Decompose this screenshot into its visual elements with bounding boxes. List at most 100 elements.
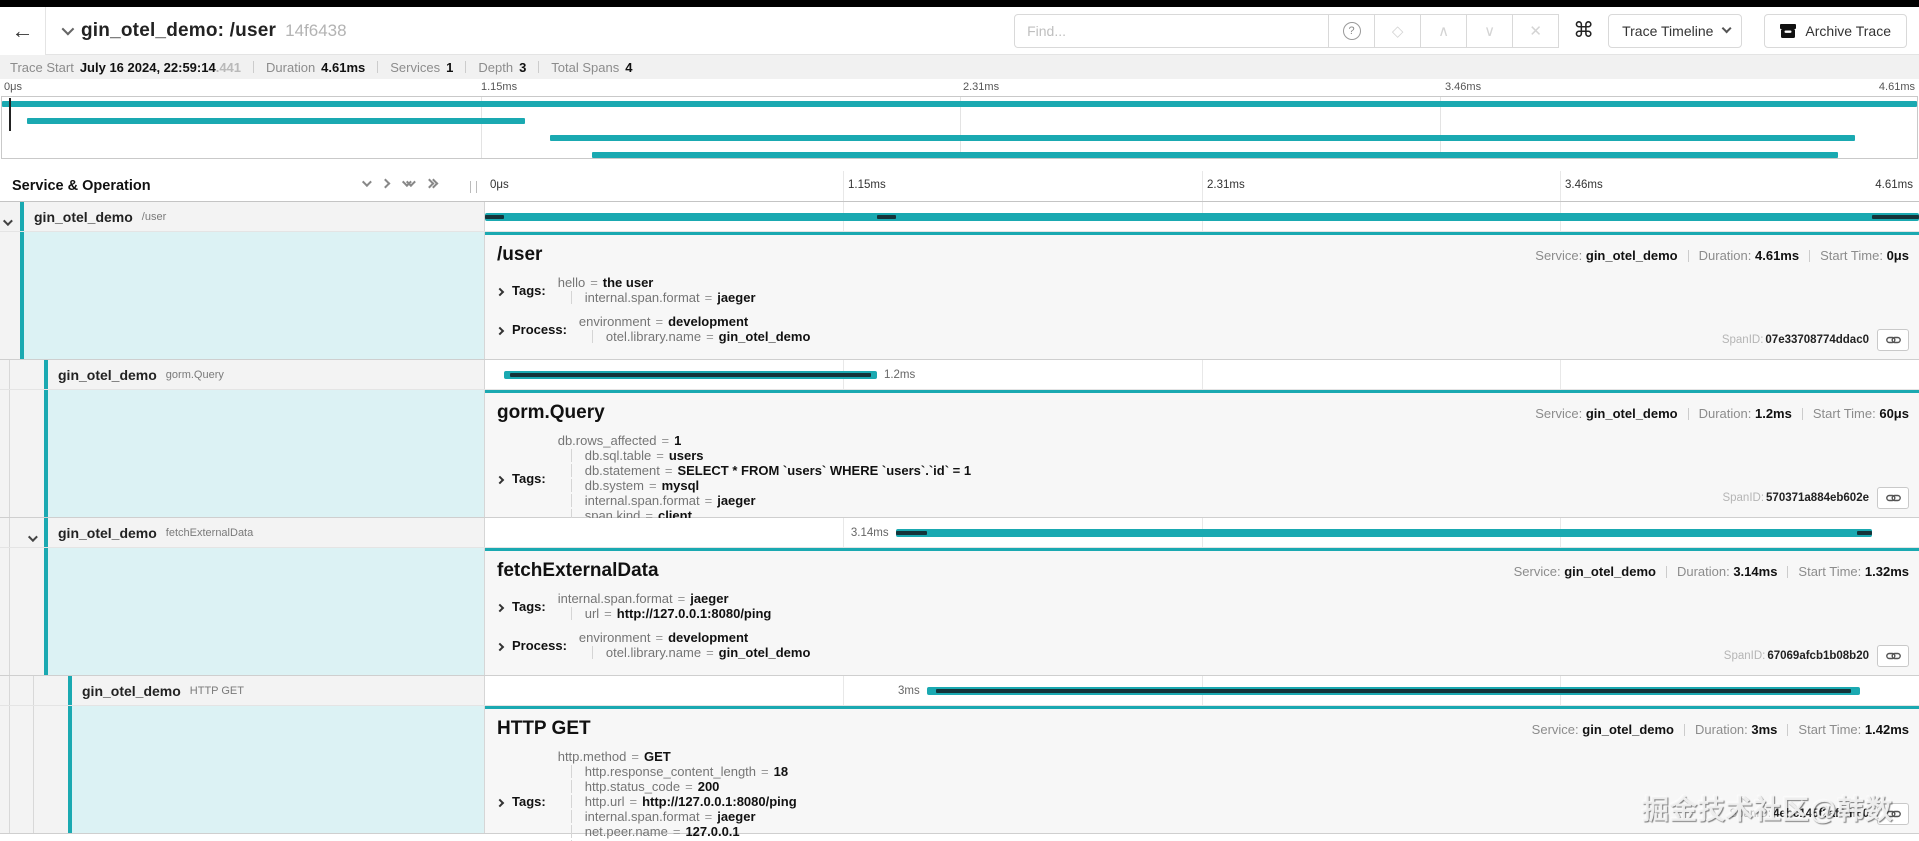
self-time-segment [936, 689, 1851, 693]
archive-trace-button[interactable]: Archive Trace [1764, 13, 1907, 48]
self-time-segment [485, 215, 504, 219]
chevron-down-icon [1722, 23, 1732, 34]
span-rows: gin_otel_demo /user /user Service: gin_o… [0, 202, 1919, 841]
chevron-right-icon[interactable] [497, 599, 505, 614]
copy-link-button[interactable] [1877, 329, 1909, 351]
back-button[interactable]: ← [0, 6, 46, 55]
span-timeline-cell[interactable]: 3.14ms [485, 518, 1919, 547]
chevron-right-icon[interactable] [497, 283, 505, 298]
span-duration-label: 3ms [897, 685, 920, 697]
chevron-down-icon[interactable] [27, 529, 38, 547]
span-timeline-cell[interactable]: 1.2ms [485, 360, 1919, 389]
minimap-scrubber[interactable] [9, 98, 11, 131]
minimap-gridline [960, 97, 961, 158]
trace-info-bar: Trace Start July 16 2024, 22:59:14.441 Du… [0, 55, 1919, 79]
find-focus-button[interactable]: ◇ [1374, 13, 1422, 48]
archive-label: Archive Trace [1805, 22, 1891, 39]
span-operation-name: HTTP GET [189, 684, 244, 697]
collapse-all-icon[interactable] [401, 177, 416, 188]
span-name-cell[interactable]: gin_otel_demo /user [0, 202, 485, 231]
indent-guide [9, 548, 10, 675]
minimap-gridline [1440, 97, 1441, 158]
tag-item: internal.span.format = jaeger [557, 591, 729, 606]
span-duration-label: 3.14ms [850, 527, 889, 539]
find-input[interactable] [1014, 13, 1330, 48]
process-label: Process: [512, 637, 567, 653]
gridline [1202, 360, 1203, 389]
top-strip [0, 0, 1919, 7]
span-row[interactable]: gin_otel_demo fetchExternalData 3.14ms [0, 518, 1919, 548]
link-icon [1885, 810, 1901, 818]
indent-guide [9, 676, 10, 705]
span-tint-fill [48, 548, 484, 675]
tags-label: Tags: [512, 794, 546, 809]
self-time-segment [1872, 215, 1919, 219]
column-resizer[interactable] [470, 181, 477, 193]
tag-item: environment=development [578, 314, 749, 329]
trace-minimap[interactable] [1, 96, 1918, 159]
link-icon [1885, 336, 1901, 344]
expand-all-icon[interactable] [424, 178, 439, 189]
span-name-cell[interactable]: gin_otel_demo fetchExternalData [0, 518, 485, 547]
tags-label: Tags: [512, 282, 546, 298]
chevron-right-icon[interactable] [497, 322, 505, 337]
tag-item: net.peer.port=8080... [558, 839, 797, 841]
tags-items: hello = the user internal.span.format = jaege… [558, 275, 756, 305]
span-row[interactable]: gin_otel_demo HTTP GET 3ms [0, 676, 1919, 706]
span-row[interactable]: gin_otel_demo gorm.Query 1.2ms [0, 360, 1919, 390]
back-arrow-icon: ← [11, 17, 34, 43]
trace-total-spans: Total Spans 4 [526, 60, 632, 75]
command-icon: ⌘ [1573, 19, 1595, 42]
span-detail-title: HTTP GET [497, 718, 591, 739]
chevron-right-icon[interactable] [497, 471, 505, 486]
trace-view-dropdown[interactable]: Trace Timeline [1608, 13, 1743, 48]
collapse-one-icon[interactable] [361, 177, 372, 188]
span-row[interactable]: gin_otel_demo /user [0, 202, 1919, 232]
find-clear-button[interactable]: ✕ [1512, 13, 1560, 48]
span-bar[interactable] [895, 529, 1873, 537]
find-help-button[interactable]: ? [1328, 13, 1376, 48]
minimap-span-bar [550, 135, 1855, 141]
keyboard-shortcuts-button[interactable]: ⌘ [1573, 18, 1594, 43]
tick-label: 2.31ms [1207, 179, 1245, 191]
span-name-cell[interactable]: gin_otel_demo HTTP GET [0, 676, 485, 705]
span-color-bar [20, 232, 24, 359]
find-next-button[interactable]: ∨ [1466, 13, 1514, 48]
span-detail-panel: fetchExternalData Service: gin_otel_demo… [0, 548, 1919, 676]
gridline [843, 676, 844, 705]
span-timeline-cell[interactable] [485, 202, 1919, 231]
tags-items: internal.span.format = jaeger url = http://12… [558, 591, 772, 621]
span-id-label: SpanID: [1722, 492, 1765, 504]
gridline [1560, 360, 1561, 389]
trace-start: Trace Start July 16 2024, 22:59:14.441 [10, 59, 242, 75]
span-service-name: gin_otel_demo [58, 524, 157, 541]
span-name-cell[interactable]: gin_otel_demo gorm.Query [0, 360, 485, 389]
span-bar[interactable] [503, 371, 877, 379]
span-detail-title: gorm.Query [497, 402, 605, 423]
chevron-up-icon: ∧ [1438, 22, 1450, 40]
span-timeline-cell[interactable]: 3ms [485, 676, 1919, 705]
chevron-right-icon[interactable] [497, 794, 505, 809]
collapse-title-icon[interactable] [61, 22, 75, 40]
span-bar[interactable] [485, 213, 1919, 221]
tag-item: url = http://127.0.0.1:8080/ping [558, 606, 772, 621]
tag-item: db.sql.table = users [558, 448, 971, 463]
tag-item: environment=development [578, 630, 749, 645]
span-bar[interactable] [926, 687, 1860, 695]
find-prev-button[interactable]: ∧ [1420, 13, 1468, 48]
indent-guide [9, 360, 10, 389]
chevron-down-icon[interactable] [2, 213, 13, 231]
span-detail-body: fetchExternalData Service: gin_otel_demo… [485, 548, 1919, 675]
minimap-ruler: 0μs 1.15ms 2.31ms 3.46ms 4.61ms [0, 79, 1919, 96]
tick-label: 1.15ms [481, 81, 518, 93]
copy-link-button[interactable] [1877, 803, 1909, 825]
copy-link-button[interactable] [1877, 487, 1909, 509]
tick-label: 4.61ms [1878, 81, 1915, 93]
chevron-right-icon[interactable] [497, 638, 505, 653]
indent-guide [9, 518, 10, 547]
tick-label: 2.31ms [963, 81, 1000, 93]
copy-link-button[interactable] [1877, 645, 1909, 667]
expand-one-icon[interactable] [380, 178, 391, 189]
